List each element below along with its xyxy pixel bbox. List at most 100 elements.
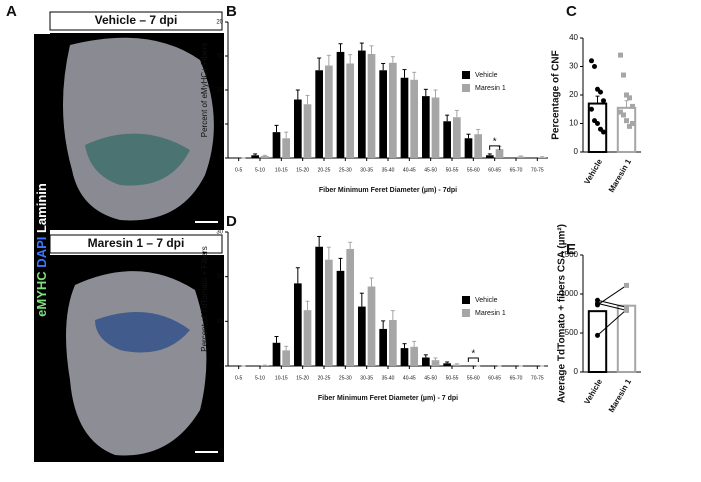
point [618,109,623,115]
legend-label: Maresin 1 [475,85,506,92]
stain-strip [34,34,50,462]
bar [587,310,608,374]
x-tick-label: 55-60 [467,375,480,381]
x-tick-label: 30-35 [360,167,373,173]
y-tick-label: 40 [569,33,578,42]
annotation: * [471,349,475,360]
x-tick-label: 25-30 [339,375,352,381]
x-tick-label: 5-10 [255,167,265,173]
bar [325,259,333,366]
bar [538,157,547,158]
image-title: Maresin 1 – 7 dpi [88,236,185,250]
x-tick-label: 35-40 [382,375,395,381]
bar [421,96,430,158]
y-tick-label: 10 [216,88,223,94]
x-tick-label: 30-35 [360,375,373,381]
point [592,64,597,69]
x-tick-label: 15-20 [296,167,309,173]
bar [336,270,345,366]
x-tick-label: 65-70 [510,375,523,381]
x-tick-label: 5-10 [255,375,265,381]
bar [272,342,281,366]
x-tick-label: 60-65 [488,375,501,381]
x-tick-label: 45-50 [424,167,437,173]
bar [453,364,461,366]
y-tick-label: 15 [216,54,223,60]
x-tick-label: 50-55 [446,167,459,173]
x-tick-label: 20-25 [318,375,331,381]
point [595,332,600,338]
y-tick-label: 10 [216,319,223,325]
legend-label: Vehicle [475,297,498,304]
image-title: Vehicle – 7 dpi [95,13,178,27]
point [627,95,632,101]
y-tick-label: 30 [216,230,223,236]
panel-label: B [226,3,237,20]
legend-swatch [462,296,470,304]
y-tick-label: 500 [565,328,579,337]
point [618,52,623,58]
bar [464,138,473,158]
point [624,307,629,313]
x-tick-label: 55-60 [467,167,480,173]
x-tick-label: Vehicle [582,377,604,406]
bar [325,65,333,158]
annotation: * [493,137,497,148]
point [627,123,632,129]
bar [431,360,440,366]
x-tick-label: 10-15 [275,375,288,381]
y-axis-label: Average TdTomato + fibers CSA (µm²) [557,224,568,403]
point [601,129,606,135]
bar [389,319,397,366]
y-tick-label: 1500 [560,250,578,259]
y-axis-label: Percent of eMyHC+ Fibers [200,43,209,137]
bar [303,310,312,366]
y-tick-label: 20 [216,20,223,26]
x-tick-label: 65-70 [510,167,523,173]
x-tick-label: 35-40 [382,167,395,173]
stain-label: eMYHC DAPI Laminin [34,183,49,317]
y-tick-label: 5 [220,122,224,128]
x-axis-label: Fiber Minimum Feret Diameter (µm) - 7dpi [319,187,457,194]
title-box [49,11,223,31]
x-tick-label: 50-55 [446,375,459,381]
x-tick-label: 25-30 [339,167,352,173]
pair-line [597,285,627,306]
y-axis-label: Percent of TdTomato + Fibers [200,246,209,351]
bar [400,77,409,158]
x-tick-label: 70-75 [531,375,544,381]
x-tick-label: Maresin 1 [607,377,634,414]
panel-label: D [226,213,237,230]
point [624,118,629,124]
bar [261,155,269,158]
bar [367,53,376,158]
bar [293,283,302,366]
x-tick-label: 15-20 [296,375,309,381]
bar [443,121,451,158]
x-axis-label: Fiber Minimum Feret Diameter (µm) - 7 dp… [318,395,458,402]
tissue [85,133,190,186]
point [630,103,635,109]
legend-swatch [462,71,470,79]
x-tick-label: 0-5 [235,375,242,381]
bar [357,306,366,366]
pair-line [597,309,627,336]
point [589,58,594,64]
bar [517,156,525,158]
bracket [489,145,501,150]
x-tick-label: Vehicle [582,157,604,186]
bar [367,286,376,366]
y-tick-label: 1000 [560,289,578,298]
bar [272,132,281,158]
bar [400,348,409,366]
bar [389,62,397,158]
bar [474,134,483,158]
x-tick-label: Maresin 1 [607,157,634,194]
pair-line [597,302,627,311]
point [598,89,603,95]
point [595,302,600,308]
x-tick-label: 60-65 [488,167,501,173]
tissue [66,271,207,456]
y-tick-label: 0 [220,156,224,162]
